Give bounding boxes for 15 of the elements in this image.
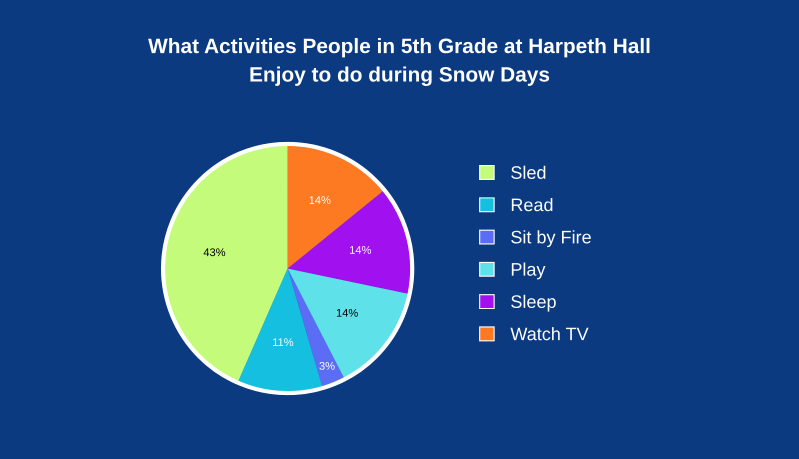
legend-label: Sit by Fire <box>511 230 591 248</box>
data-label: 3% <box>319 362 335 370</box>
data-label: 43% <box>204 248 226 256</box>
pie-slice <box>288 144 384 269</box>
data-label: 14% <box>350 246 372 254</box>
legend-label: Read <box>512 198 552 212</box>
data-label: 14% <box>336 308 358 317</box>
legend-label: Play <box>512 262 546 280</box>
legend-label: Sled <box>511 166 546 179</box>
pie-slice <box>288 190 412 294</box>
legend-label: Watch TV <box>510 327 589 340</box>
legend-label: Sleep <box>511 294 556 312</box>
data-label: 14% <box>309 196 330 204</box>
chart-title: What Activities People in 5th Grade at Harpeth Hall Enjoy to do during Snow Days <box>148 38 650 86</box>
data-label: 11% <box>273 338 294 346</box>
